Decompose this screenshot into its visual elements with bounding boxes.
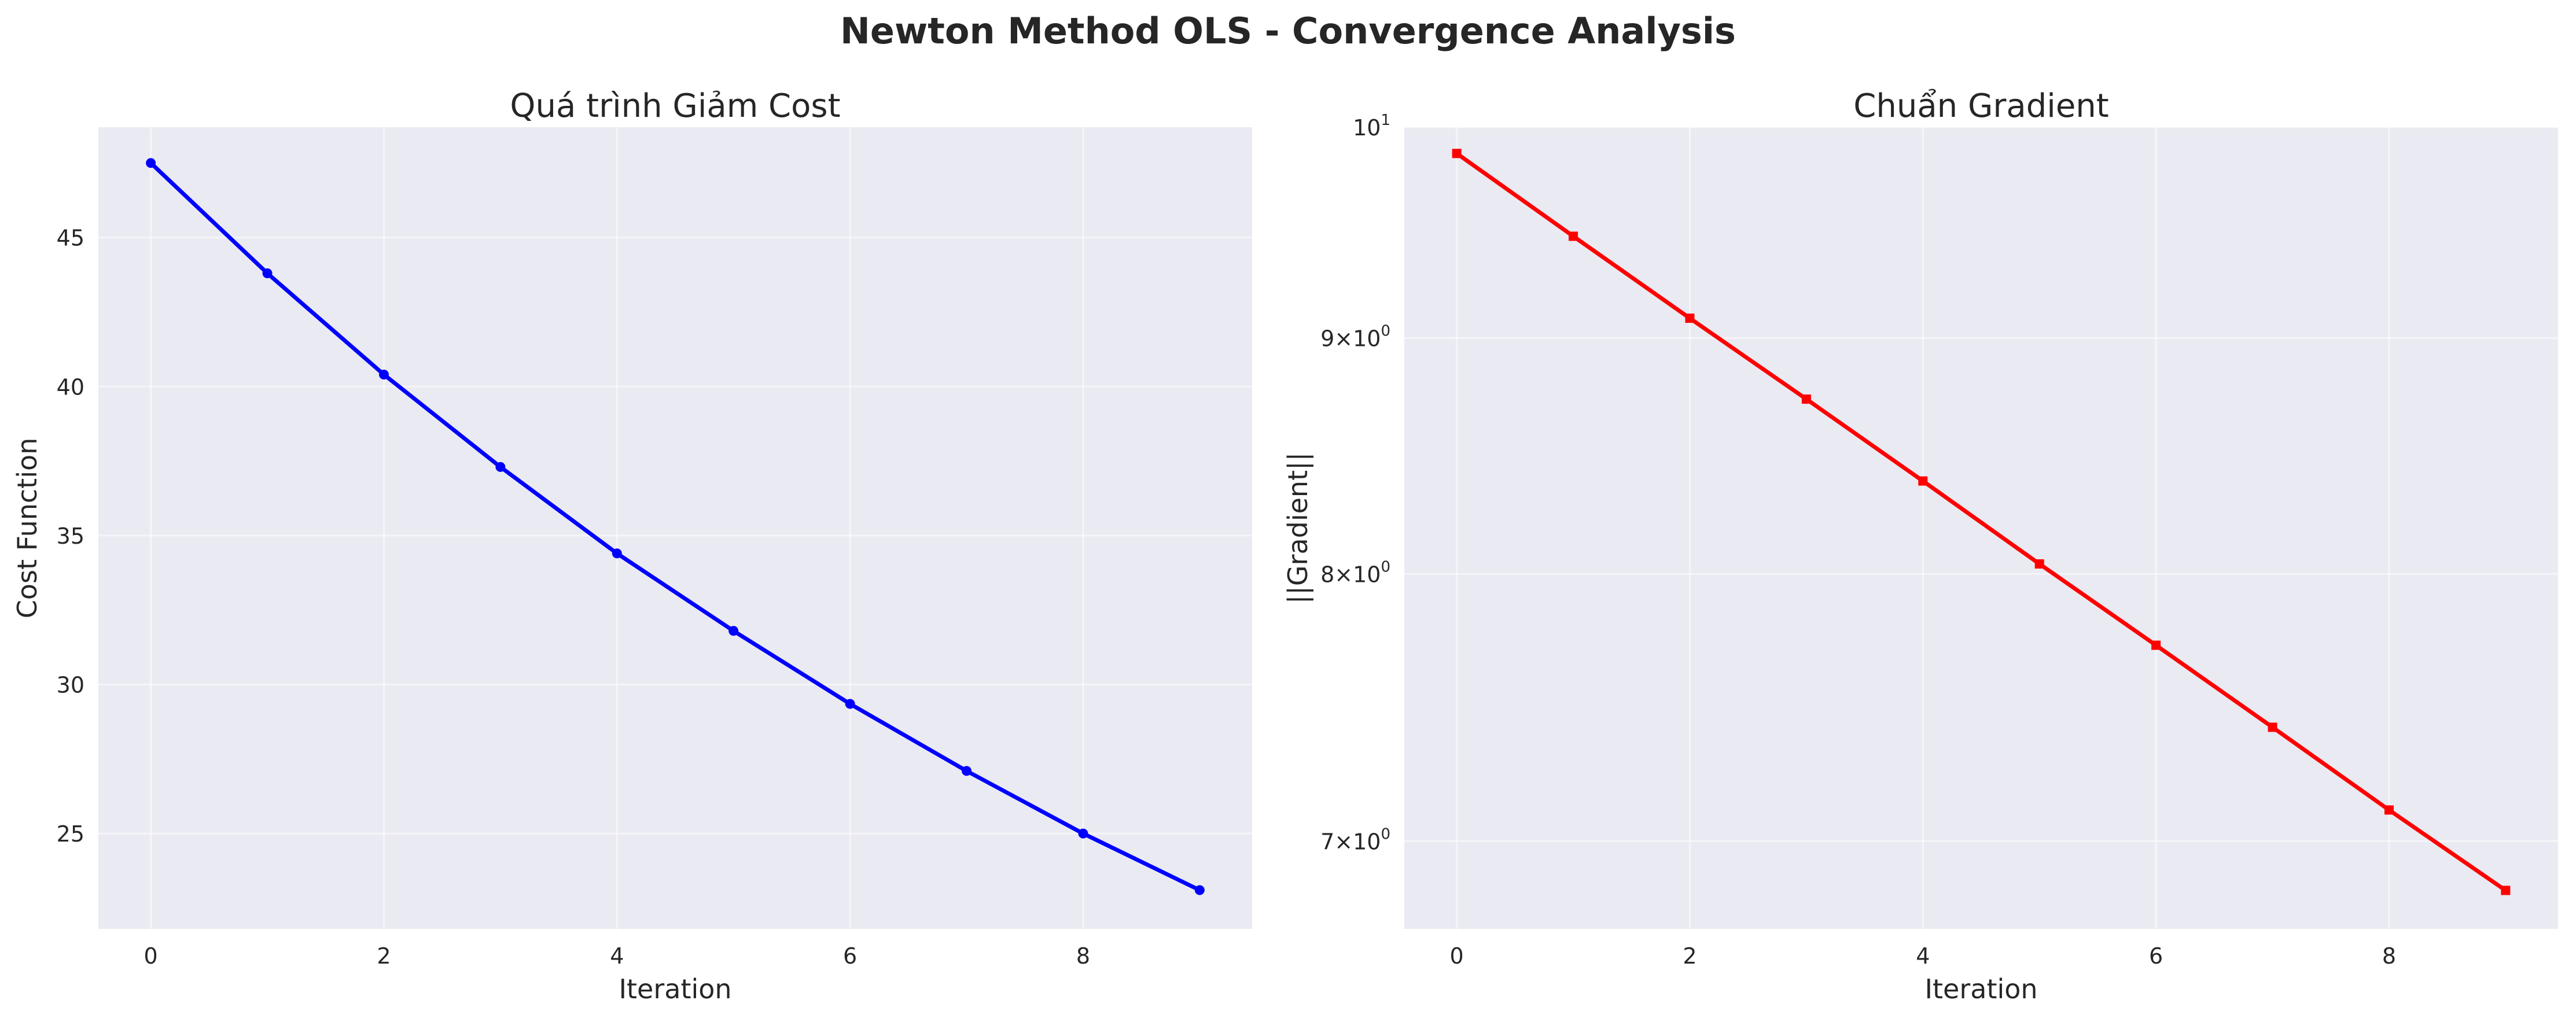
grad-data-point bbox=[2384, 805, 2394, 815]
gradient-grid bbox=[1404, 126, 2558, 929]
grad-y-tick-exponent: 0 bbox=[1381, 558, 1390, 575]
grad-data-point bbox=[2501, 886, 2511, 895]
grad-x-tick-label: 4 bbox=[1916, 943, 1930, 969]
grad-x-tick-label: 8 bbox=[2382, 943, 2396, 969]
grad-y-tick-label: 101 bbox=[1353, 112, 1390, 141]
cost-plot-area bbox=[98, 127, 1252, 929]
grad-data-point bbox=[2151, 640, 2161, 650]
cost-y-tick-label: 45 bbox=[57, 226, 84, 251]
figure-title: Newton Method OLS - Convergence Analysis bbox=[840, 10, 1736, 52]
cost-grid bbox=[98, 127, 1252, 929]
cost-x-axis-label: Iteration bbox=[619, 973, 731, 1005]
gradient-x-axis-label: Iteration bbox=[1924, 973, 2037, 1005]
grad-series-line bbox=[1455, 151, 2508, 892]
cost-series-line bbox=[149, 161, 1202, 892]
cost-data-point bbox=[495, 462, 506, 472]
grad-data-point bbox=[1685, 313, 1695, 323]
cost-x-ticks: 0 2 4 6 8 bbox=[144, 943, 1091, 969]
grad-y-tick-base: 7×10 bbox=[1320, 829, 1381, 854]
cost-y-axis-label: Cost Function bbox=[12, 438, 43, 619]
cost-x-tick-label: 2 bbox=[377, 943, 391, 969]
cost-data-point bbox=[378, 370, 389, 380]
gradient-y-axis-label: ||Gradient|| bbox=[1282, 452, 1314, 604]
grad-y-tick-base: 10 bbox=[1353, 115, 1381, 141]
cost-x-tick-label: 8 bbox=[1076, 943, 1090, 969]
cost-x-tick-label: 0 bbox=[144, 943, 158, 969]
grad-data-point bbox=[1801, 394, 1811, 404]
grad-x-tick-label: 0 bbox=[1450, 943, 1464, 969]
subplot-cost: 0 2 4 6 8 25 30 35 40 45 Quá trình Giảm Cost Ite… bbox=[12, 87, 1252, 1005]
cost-data-point bbox=[612, 548, 622, 559]
grad-data-point bbox=[2268, 722, 2277, 732]
cost-data-point bbox=[728, 626, 739, 636]
cost-data-point bbox=[1194, 885, 1205, 895]
cost-chart-title: Quá trình Giảm Cost bbox=[510, 87, 840, 125]
cost-x-tick-label: 6 bbox=[843, 943, 857, 969]
cost-data-point bbox=[962, 766, 972, 776]
grad-data-point bbox=[2034, 559, 2044, 569]
grad-y-tick-label: 9×100 bbox=[1320, 323, 1390, 352]
grad-y-tick-base: 9×10 bbox=[1320, 326, 1381, 352]
grad-x-tick-label: 6 bbox=[2149, 943, 2163, 969]
cost-y-ticks: 25 30 35 40 45 bbox=[57, 226, 84, 847]
cost-data-point bbox=[146, 158, 156, 168]
cost-y-tick-label: 40 bbox=[57, 374, 84, 400]
cost-series bbox=[146, 158, 1205, 895]
grad-data-point bbox=[1569, 231, 1578, 241]
grad-y-tick-exponent: 0 bbox=[1381, 323, 1390, 340]
cost-y-tick-label: 35 bbox=[57, 523, 84, 549]
cost-x-tick-label: 4 bbox=[610, 943, 624, 969]
grad-data-point bbox=[1918, 476, 1928, 486]
cost-data-point bbox=[262, 268, 273, 278]
gradient-chart-title: Chuẩn Gradient bbox=[1853, 87, 2108, 125]
cost-data-point bbox=[845, 699, 855, 709]
grad-y-tick-label: 8×100 bbox=[1320, 558, 1390, 587]
cost-y-tick-label: 30 bbox=[57, 673, 84, 698]
gradient-x-ticks: 0 2 4 6 8 bbox=[1450, 943, 2397, 969]
cost-data-point bbox=[1078, 828, 1088, 839]
grad-data-point bbox=[1452, 149, 1462, 158]
grad-y-tick-label: 7×100 bbox=[1320, 825, 1390, 854]
grad-y-tick-base: 8×10 bbox=[1320, 562, 1381, 587]
gradient-series bbox=[1452, 149, 2511, 895]
grad-x-tick-label: 2 bbox=[1683, 943, 1697, 969]
cost-y-tick-label: 25 bbox=[57, 821, 84, 847]
grad-y-tick-exponent: 1 bbox=[1381, 112, 1390, 129]
grad-y-tick-exponent: 0 bbox=[1381, 825, 1390, 843]
